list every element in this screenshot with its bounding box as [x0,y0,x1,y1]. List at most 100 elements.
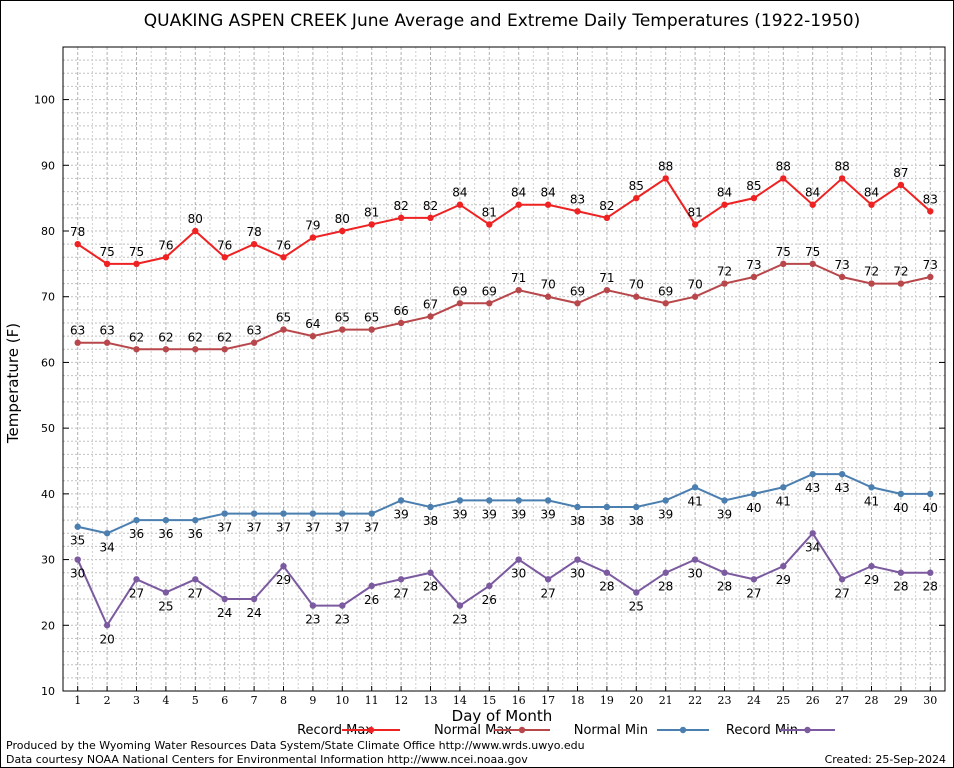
footer-data-courtesy: Data courtesy NOAA National Centers for … [6,753,528,766]
y-tick-label: 20 [41,619,55,632]
data-label-normal-max: 75 [805,245,820,259]
x-tick-label: 9 [309,694,316,707]
data-point-normal-max [544,293,552,300]
data-point-normal-min [456,497,464,504]
data-label-normal-min: 37 [217,521,232,535]
data-label-normal-min: 40 [893,501,908,515]
data-point-record-min [162,589,170,596]
data-label-record-max: 84 [452,186,467,200]
data-label-record-max: 87 [893,166,908,180]
data-label-normal-min: 37 [276,521,291,535]
data-point-record-min [192,576,199,583]
data-label-record-min: 27 [834,586,849,600]
data-point-record-max [927,208,934,215]
data-point-normal-min [309,510,317,517]
data-label-record-min: 30 [70,567,85,581]
series-line-normal-max [77,262,931,351]
data-point-normal-max [486,300,493,307]
data-point-record-min [809,530,816,537]
data-label-record-min: 27 [188,586,203,600]
data-label-normal-min: 39 [393,507,408,521]
data-label-normal-max: 65 [276,311,291,325]
data-label-normal-min: 36 [158,527,173,541]
data-point-normal-max [427,313,434,320]
data-label-normal-min: 37 [305,521,320,535]
legend-label-record-min: Record Min [726,723,798,738]
data-label-record-min: 28 [599,580,614,594]
data-point-record-min [662,569,669,576]
footer-produced-by: Produced by the Wyoming Water Resources … [6,739,585,752]
data-point-normal-min [280,510,287,517]
data-label-record-max: 88 [834,159,849,173]
data-label-normal-min: 37 [364,521,379,535]
data-label-record-min: 26 [482,593,497,607]
data-label-normal-max: 62 [217,330,232,344]
data-label-record-min: 28 [893,580,908,594]
series-record-min: 30 20 27 25 27 24 24 29 23 23 26 27 28 23 26 30 27 30 28 25… [70,530,938,646]
y-tick-label: 80 [41,225,55,238]
series-normal-max: 63 63 62 62 62 62 63 65 64 65 65 66 67 69 69 71 70 69 71 70… [70,245,938,353]
data-point-normal-min [486,497,493,504]
data-point-normal-min [397,497,405,504]
data-label-normal-max: 73 [746,258,761,272]
data-point-record-max [397,214,405,222]
x-tick-label: 27 [835,694,849,707]
data-label-normal-min: 38 [629,514,644,528]
data-label-record-min: 23 [305,613,320,627]
data-label-record-max: 81 [687,205,702,219]
data-label-record-max: 85 [629,179,644,193]
data-point-normal-max [603,286,611,294]
data-point-normal-min [339,510,346,517]
data-label-normal-min: 40 [746,501,761,515]
x-tick-label: 13 [424,694,438,707]
data-label-record-max: 88 [776,159,791,173]
data-point-record-min [633,589,640,596]
data-label-normal-max: 69 [482,284,497,298]
data-point-record-min [74,556,81,563]
legend-marker-record-max [367,726,375,734]
y-tick-label: 50 [41,422,55,435]
data-label-normal-min: 36 [129,527,144,541]
data-label-normal-min: 39 [482,507,497,521]
data-point-record-min [280,562,287,570]
data-point-normal-max [750,273,758,281]
data-point-record-max [368,221,375,228]
data-label-record-max: 83 [570,192,585,206]
data-point-record-min [339,602,346,609]
data-point-normal-max [515,286,522,294]
data-label-normal-min: 36 [188,527,203,541]
y-tick-label: 40 [41,488,55,501]
x-tick-label: 29 [894,694,908,707]
data-point-record-max [74,240,81,248]
data-label-normal-max: 70 [687,278,702,292]
data-point-normal-max [74,339,81,346]
data-point-record-max [280,254,287,261]
data-point-normal-min [897,490,905,498]
data-label-normal-max: 62 [158,330,173,344]
data-point-normal-min [133,516,140,524]
data-point-normal-min [74,523,81,530]
data-label-record-min: 27 [129,586,144,600]
x-tick-label: 24 [747,694,761,707]
data-label-record-max: 81 [482,205,497,219]
data-point-record-min [544,576,552,583]
x-tick-label: 2 [104,694,111,707]
data-point-normal-max [780,260,787,268]
x-tick-label: 23 [718,694,732,707]
data-point-normal-max [456,300,464,307]
data-point-record-min [780,562,787,570]
data-label-normal-min: 43 [805,481,820,495]
data-label-record-max: 84 [864,186,879,200]
data-point-normal-max [838,273,846,281]
data-point-record-min [750,576,758,583]
data-label-normal-min: 43 [834,481,849,495]
data-point-record-min [368,582,375,590]
data-point-record-max [162,254,170,261]
x-tick-label: 18 [571,694,585,707]
data-point-normal-max [221,346,228,353]
series-group: 78 75 75 76 80 76 78 76 79 80 81 82 82 84 81 84 84 83 82 85… [70,159,938,646]
x-tick-label: 30 [923,694,937,707]
data-label-record-max: 78 [246,225,261,239]
data-point-normal-max [927,273,934,281]
data-label-record-max: 82 [599,199,614,213]
